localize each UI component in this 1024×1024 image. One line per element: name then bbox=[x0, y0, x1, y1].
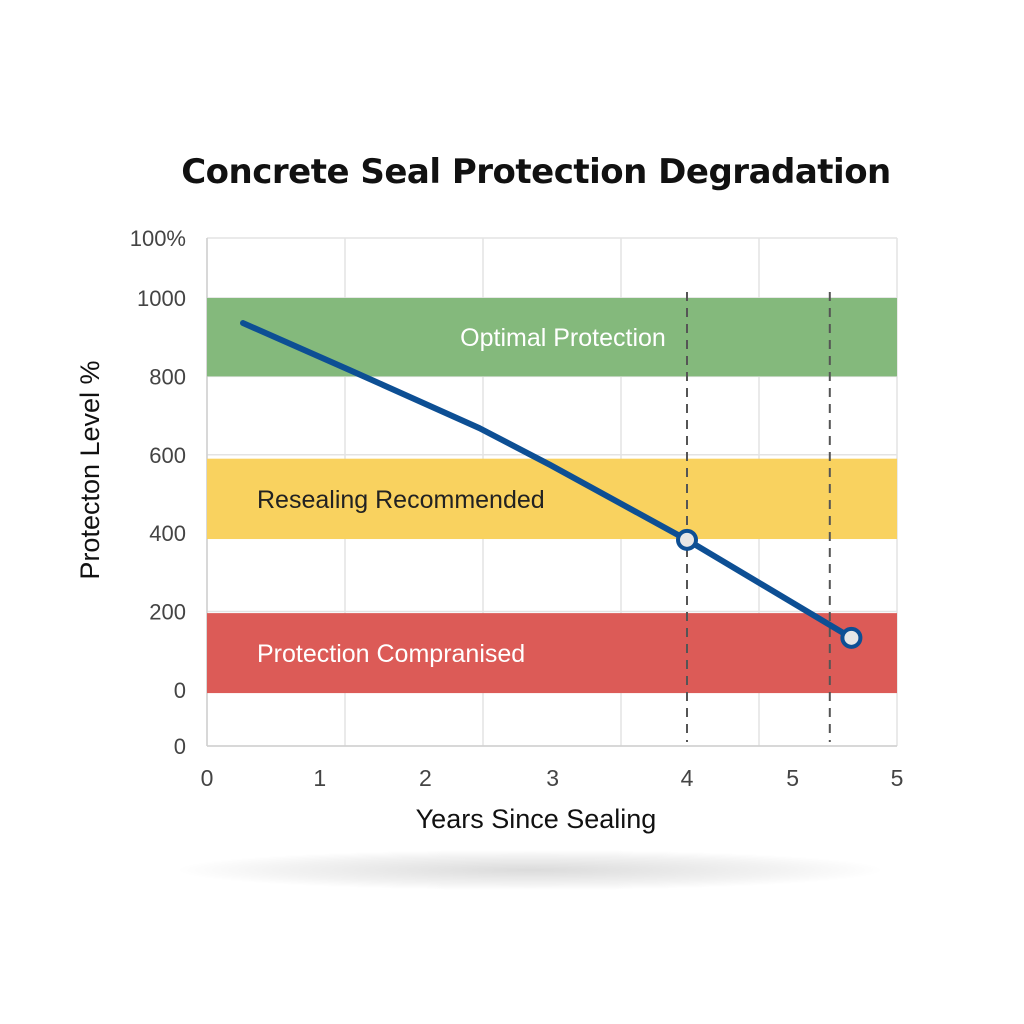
y-axis-label: Protecton Level % bbox=[75, 360, 105, 579]
x-tick-label: 0 bbox=[201, 765, 214, 791]
x-tick-label: 5 bbox=[891, 765, 904, 791]
band-label: Optimal Protection bbox=[460, 324, 666, 352]
y-tick-label: 200 bbox=[149, 600, 186, 625]
x-tick-label: 2 bbox=[419, 765, 432, 791]
data-point-marker bbox=[840, 626, 863, 649]
y-tick-label: 400 bbox=[149, 521, 186, 546]
series-line bbox=[240, 320, 855, 641]
y-tick-label: 0 bbox=[174, 734, 186, 759]
data-point-marker bbox=[676, 528, 698, 551]
x-tick-label: 1 bbox=[313, 765, 326, 791]
drop-shadow bbox=[180, 850, 880, 890]
y-tick-label: 1000 bbox=[137, 286, 186, 311]
chart-title: Concrete Seal Protection Degradation bbox=[181, 152, 891, 192]
y-tick-label: 100% bbox=[130, 226, 186, 251]
x-tick-label: 4 bbox=[681, 765, 694, 791]
x-tick-label: 3 bbox=[546, 765, 559, 791]
band-1 bbox=[207, 458, 897, 540]
band-0 bbox=[207, 297, 897, 377]
y-tick-label: 0 bbox=[174, 678, 186, 703]
x-axis-label: Years Since Sealing bbox=[416, 804, 657, 834]
band-label: Protection Compranised bbox=[257, 640, 525, 668]
band-label: Resealing Recommended bbox=[257, 486, 545, 514]
y-tick-label: 800 bbox=[149, 364, 186, 389]
band-2 bbox=[207, 613, 897, 694]
x-tick-label: 5 bbox=[786, 765, 799, 791]
y-tick-label: 600 bbox=[149, 443, 186, 468]
